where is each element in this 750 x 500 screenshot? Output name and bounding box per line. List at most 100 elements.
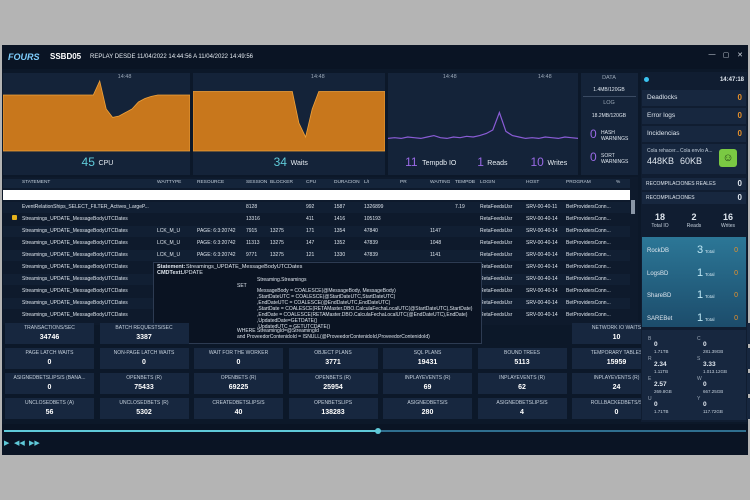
db-alerts: 0: [734, 314, 738, 322]
player-button[interactable]: ◀◀: [14, 440, 25, 447]
warning-label: HASH WARNINGS: [601, 130, 629, 142]
chart-panel: [388, 73, 578, 175]
row-stripe: [3, 250, 630, 261]
cell: 7915: [246, 228, 258, 234]
metric-label: BATCH REQUESTS/SEC: [115, 325, 173, 331]
drive-value: 2.57: [654, 381, 667, 388]
sql-line: ,EndDate = COALESCE(RETAMaster.DBO.Calcu…: [257, 312, 468, 318]
stat-label: Reads: [487, 160, 508, 167]
player-button[interactable]: ▶: [4, 440, 10, 447]
metric-label: OPENBETS (R): [315, 375, 351, 381]
metric-tile: [572, 348, 661, 369]
cell: 105193: [364, 216, 381, 222]
metric-label: SQL PLANS: [413, 350, 442, 356]
cell: 1352: [334, 240, 346, 246]
cell: SRV-00-40-14: [526, 288, 558, 294]
cell: 147: [306, 240, 315, 246]
metric-value: 0: [236, 359, 241, 366]
metric-tile: [194, 398, 283, 419]
row-stripe: [3, 226, 630, 237]
cell: BetProvidersConn...: [566, 312, 611, 318]
window-button[interactable]: ▢: [722, 52, 730, 59]
metric-label: CREATEDBETSLIPS/S: [212, 400, 265, 406]
window-button[interactable]: —: [708, 51, 716, 58]
stat-value: 45: [81, 155, 95, 169]
time-label: 14:48: [537, 74, 552, 80]
drive-size: 117.72GB: [703, 409, 723, 414]
cell: PAGE: 6:3:20742: [197, 240, 236, 246]
metric-label: WAIT FOR THE WORKER: [208, 350, 269, 356]
io-value: 16: [722, 212, 734, 222]
cell: 1147: [430, 228, 441, 234]
drive-letter: Y: [697, 396, 701, 402]
db-value: 3: [697, 244, 704, 256]
cell: SRV-00-40-14: [526, 300, 558, 306]
cell: 121: [306, 252, 315, 258]
tooltip: [153, 262, 482, 344]
metric-tile: [383, 348, 472, 369]
metric-tile: [5, 348, 94, 369]
storage-panel: [581, 73, 638, 175]
player-button[interactable]: ▶▶: [29, 440, 40, 447]
alert-value: 0: [737, 129, 742, 138]
tooltip-label: Statement:: [157, 264, 186, 270]
cell: 7.19: [455, 204, 465, 210]
cell: SRV-00-40-14: [526, 252, 558, 258]
db-alerts: 0: [734, 269, 738, 277]
sql-line: ,UpdatedDate=GETDATE(): [257, 318, 318, 324]
alert-value: 0: [737, 111, 742, 120]
cell: SRV-00-40-14: [526, 216, 558, 222]
metric-value: 3771: [325, 359, 341, 366]
cell: BetProvidersConn...: [566, 300, 611, 306]
metric-value: 69: [423, 384, 432, 391]
metric-tile: [288, 398, 378, 419]
cell: 1141: [430, 252, 441, 258]
metric-value: 5302: [136, 409, 152, 416]
stat-label: Tempdb IO: [422, 160, 457, 167]
window-button[interactable]: ✕: [737, 52, 743, 59]
io-label: Writes: [720, 223, 736, 229]
row-stripe: [3, 202, 630, 213]
metric-label: INPLAYEVENTS (R): [499, 375, 545, 381]
label: LOG: [603, 100, 615, 106]
metric-value: 56: [45, 409, 54, 416]
cell: RetaFeedsUsr: [480, 252, 513, 258]
cell: 47839: [364, 240, 378, 246]
time-label: 14:48: [310, 74, 325, 80]
cell: EventRelationShips_SELECT_FILTER_Actives…: [22, 204, 149, 210]
recompile-row: [642, 178, 746, 190]
alert-row: [642, 108, 746, 124]
db-alerts: 0: [734, 292, 738, 299]
cell: Streamings_UPDATE_MessageBodyUTCDates: [22, 288, 128, 294]
cell: Streamings_UPDATE_MessageBodyUTCDates: [22, 276, 128, 282]
sql-keyword: SET: [237, 283, 247, 289]
divider: [583, 96, 636, 97]
cell: 992: [306, 204, 315, 210]
cell: 411: [306, 216, 314, 222]
db-name: ShareBD: [647, 293, 672, 299]
cell: BetProvidersConn...: [566, 288, 611, 294]
log-size: 18.2MB/120GB: [591, 113, 627, 119]
sparkline: [3, 79, 190, 152]
sql-line: ,StartDate = COALESCE(RETAMaster.DBO.Cal…: [257, 306, 473, 312]
drive-letter: S: [697, 356, 701, 362]
metric-value: 62: [518, 384, 526, 391]
metric-label: TRANSACTIONS/SEC: [24, 325, 75, 331]
drive-letter: B: [648, 336, 652, 342]
metric-tile: [477, 398, 567, 419]
cell: 13275: [270, 240, 284, 246]
alert-row: [642, 90, 746, 106]
alert-label: Deadlocks: [647, 94, 678, 101]
recompile-value: 0: [737, 193, 742, 202]
stat-label: Waits: [290, 160, 308, 167]
metric-tile: [288, 373, 378, 394]
cell: SRV-00-40-14: [526, 276, 558, 282]
cell: RetaFeedsUsr: [480, 228, 513, 234]
drive-value: 0: [654, 401, 658, 408]
time-label: 14:48: [117, 74, 132, 80]
alert-label: Error logs: [647, 112, 676, 119]
column-header: WAITING: [430, 180, 451, 185]
metric-label: ASIGNEDBETS/S: [407, 400, 448, 406]
column-header: CPU: [306, 180, 317, 185]
